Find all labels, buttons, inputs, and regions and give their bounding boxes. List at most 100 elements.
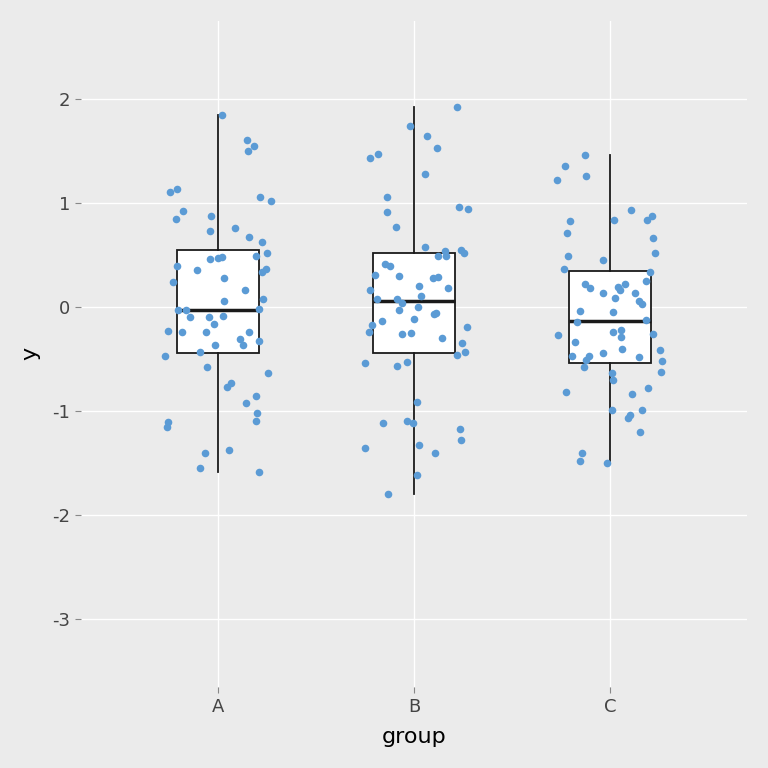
Point xyxy=(200,361,213,373)
Point xyxy=(218,272,230,284)
Point xyxy=(646,210,658,223)
Point xyxy=(364,152,376,164)
Point xyxy=(210,339,222,351)
Point xyxy=(582,350,594,362)
Point xyxy=(569,336,581,348)
Point xyxy=(607,214,620,227)
Point xyxy=(204,310,216,323)
Point xyxy=(458,247,470,259)
Point xyxy=(412,300,424,313)
Point xyxy=(419,168,432,180)
Point xyxy=(241,134,253,147)
Point xyxy=(439,245,452,257)
Point xyxy=(440,250,452,262)
Point xyxy=(393,270,406,282)
Point xyxy=(578,361,591,373)
Point xyxy=(381,190,393,203)
Point xyxy=(253,465,265,478)
Point xyxy=(578,149,591,161)
Point xyxy=(396,296,408,309)
Point xyxy=(571,316,583,328)
Point xyxy=(234,333,247,346)
Point xyxy=(220,381,233,393)
Point xyxy=(430,307,442,319)
Point xyxy=(392,304,405,316)
Point xyxy=(432,271,444,283)
PathPatch shape xyxy=(569,271,651,362)
Point xyxy=(458,346,471,358)
Point xyxy=(561,250,574,262)
Point xyxy=(260,263,273,275)
Point xyxy=(379,258,391,270)
Point xyxy=(243,326,255,338)
Point xyxy=(194,346,207,358)
Point xyxy=(253,303,265,316)
Point xyxy=(363,326,376,338)
Point xyxy=(415,290,427,302)
Point xyxy=(451,349,463,362)
Point xyxy=(453,201,465,214)
Point xyxy=(382,488,394,500)
Point xyxy=(636,298,648,310)
Point xyxy=(161,415,174,428)
Point xyxy=(370,293,382,305)
Point xyxy=(170,213,182,225)
Point xyxy=(576,447,588,459)
Point xyxy=(574,455,586,467)
Point xyxy=(649,247,661,259)
Point xyxy=(359,357,372,369)
Point xyxy=(389,221,402,233)
Point xyxy=(376,315,388,327)
Point xyxy=(607,306,619,319)
Point xyxy=(200,326,212,339)
Point xyxy=(619,278,631,290)
Point xyxy=(199,447,211,459)
Point xyxy=(250,415,263,427)
Point xyxy=(253,335,265,347)
Point xyxy=(579,354,591,366)
Point xyxy=(359,442,371,455)
Point xyxy=(400,356,412,368)
Point xyxy=(656,355,668,367)
Point xyxy=(161,421,174,433)
Point xyxy=(248,140,260,152)
Point xyxy=(606,367,618,379)
Point xyxy=(413,439,425,451)
Point xyxy=(566,349,578,362)
Point xyxy=(633,295,645,307)
Y-axis label: y: y xyxy=(21,347,41,360)
Point xyxy=(584,282,596,294)
Point xyxy=(391,293,403,305)
Point xyxy=(406,327,418,339)
Point xyxy=(212,252,224,264)
Point xyxy=(176,326,188,338)
Point xyxy=(190,263,203,276)
Point xyxy=(413,280,425,292)
Point xyxy=(640,313,652,326)
Point xyxy=(396,328,408,340)
Point xyxy=(366,319,379,331)
Point xyxy=(552,329,564,341)
Point xyxy=(216,251,228,263)
Point xyxy=(381,206,393,218)
Point xyxy=(224,377,237,389)
Point xyxy=(634,426,647,439)
Point xyxy=(636,403,648,415)
Point xyxy=(551,174,563,186)
Point xyxy=(622,412,634,425)
Point xyxy=(256,266,268,279)
Point xyxy=(408,313,420,326)
Point xyxy=(256,236,268,248)
Point xyxy=(184,311,197,323)
Point xyxy=(432,250,444,262)
Point xyxy=(597,346,609,359)
Point xyxy=(654,366,667,378)
Point xyxy=(442,282,455,294)
Point xyxy=(429,446,442,458)
Point xyxy=(578,278,591,290)
Point xyxy=(564,214,576,227)
Point xyxy=(455,244,467,257)
Point xyxy=(633,351,645,363)
Point xyxy=(261,247,273,260)
Point xyxy=(257,293,270,306)
